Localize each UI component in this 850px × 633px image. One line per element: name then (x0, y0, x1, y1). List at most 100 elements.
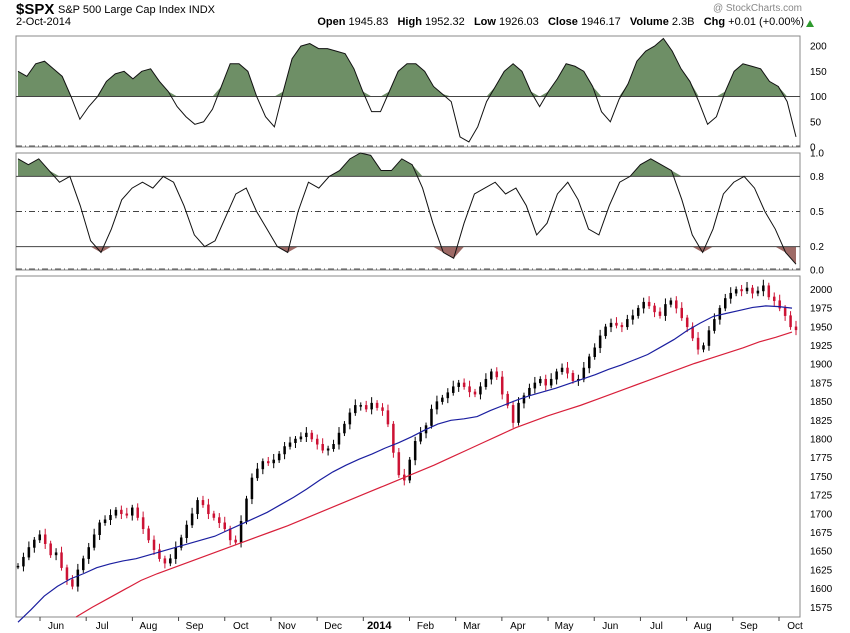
candle-body (386, 410, 390, 425)
y-tick-label: 1875 (810, 378, 833, 389)
candle-body (310, 432, 314, 440)
candle-body (789, 315, 792, 328)
candle-body (707, 330, 711, 346)
candle-body (566, 367, 569, 374)
y-tick-label: 1775 (810, 453, 833, 464)
y-tick-label: 150 (810, 67, 827, 78)
candle-body (125, 513, 129, 516)
oversold-fill (18, 246, 796, 265)
chart-date: 2-Oct-2014 (16, 16, 72, 28)
candle-body (588, 356, 591, 369)
candle-body (38, 534, 42, 541)
candle-body (604, 326, 607, 337)
high-label: High (397, 16, 422, 28)
candle-body (109, 515, 112, 521)
candle-body (141, 517, 145, 530)
candle-body (337, 432, 341, 445)
y-tick-label: 1675 (810, 528, 833, 539)
candle-body (473, 391, 477, 395)
candle-body (272, 459, 275, 464)
candle-body (370, 402, 373, 410)
candle-body (256, 468, 259, 479)
candle-body (772, 296, 776, 301)
y-tick-label: 0.0 (810, 266, 824, 277)
candle-body (82, 558, 85, 571)
candle-body (778, 300, 781, 309)
y-tick-label: 1725 (810, 491, 833, 502)
candle-body (653, 305, 656, 313)
candle-body (571, 372, 575, 381)
candle-body (555, 371, 558, 380)
candle-body (794, 326, 798, 331)
candle-body (539, 378, 542, 384)
candle-body (691, 326, 694, 339)
candle-body (348, 412, 352, 425)
candle-body (685, 317, 689, 328)
candle-body (724, 298, 727, 309)
candle-body (528, 387, 531, 396)
candle-body (332, 444, 335, 449)
x-tick-label: Feb (417, 621, 435, 632)
candle-body (228, 528, 232, 541)
candle-body (517, 402, 520, 423)
candle-body (626, 319, 629, 328)
candle-body (131, 507, 134, 516)
candle-body (446, 392, 450, 399)
candle-body (419, 432, 422, 442)
x-tick-label: Dec (324, 621, 342, 632)
candle-body (745, 287, 749, 292)
x-tick-label: Jul (96, 621, 109, 632)
candle-body (506, 393, 509, 406)
candle-body (783, 307, 787, 316)
y-tick-label: 1.0 (810, 149, 824, 160)
candle-body (158, 549, 161, 559)
candle-body (163, 558, 167, 564)
candle-body (234, 539, 237, 543)
candle-body (321, 444, 324, 451)
candle-body (430, 408, 433, 426)
y-tick-label: 1900 (810, 360, 833, 371)
candle-body (185, 524, 188, 538)
candle-body (174, 547, 178, 559)
x-tick-label: May (555, 621, 574, 632)
candle-body (620, 325, 624, 328)
candle-body (381, 407, 384, 411)
candle-body (250, 477, 254, 500)
y-tick-label: 1750 (810, 472, 833, 483)
x-tick-label: Aug (139, 621, 157, 632)
volume-label: Volume (629, 16, 669, 28)
candle-body (283, 446, 286, 455)
panel-frame (15, 35, 801, 148)
candle-body (223, 522, 226, 530)
up-arrow-icon (806, 20, 814, 27)
candle-body (729, 292, 732, 299)
candle-body (675, 300, 678, 309)
x-tick-label: Oct (787, 621, 803, 632)
sma-50-line (17, 305, 793, 623)
candle-body (364, 405, 368, 410)
candle-body (702, 345, 705, 350)
x-tick-label: Apr (510, 621, 526, 632)
candle-body (343, 423, 346, 434)
candle-body (762, 285, 765, 292)
candle-body (76, 569, 80, 587)
candle-body (511, 405, 515, 423)
candle-body (71, 579, 74, 587)
low-value: 1926.03 (499, 16, 539, 28)
candle-body (451, 386, 455, 393)
candle-body (669, 300, 673, 305)
candle-body (114, 509, 118, 516)
y-tick-label: 100 (810, 92, 827, 103)
candle-body (27, 547, 31, 558)
panel-frame (15, 275, 801, 618)
watermark: @ StockCharts.com (712, 3, 802, 14)
candle-body (647, 301, 651, 307)
candle-body (441, 397, 444, 402)
candle-body (658, 311, 662, 316)
candle-body (201, 500, 205, 506)
candle-body (751, 287, 754, 294)
ohlc-readout: Open 1945.83 High 1952.32 Low 1926.03 Cl… (317, 16, 804, 28)
candle-body (147, 528, 150, 541)
candle-body (680, 307, 683, 319)
